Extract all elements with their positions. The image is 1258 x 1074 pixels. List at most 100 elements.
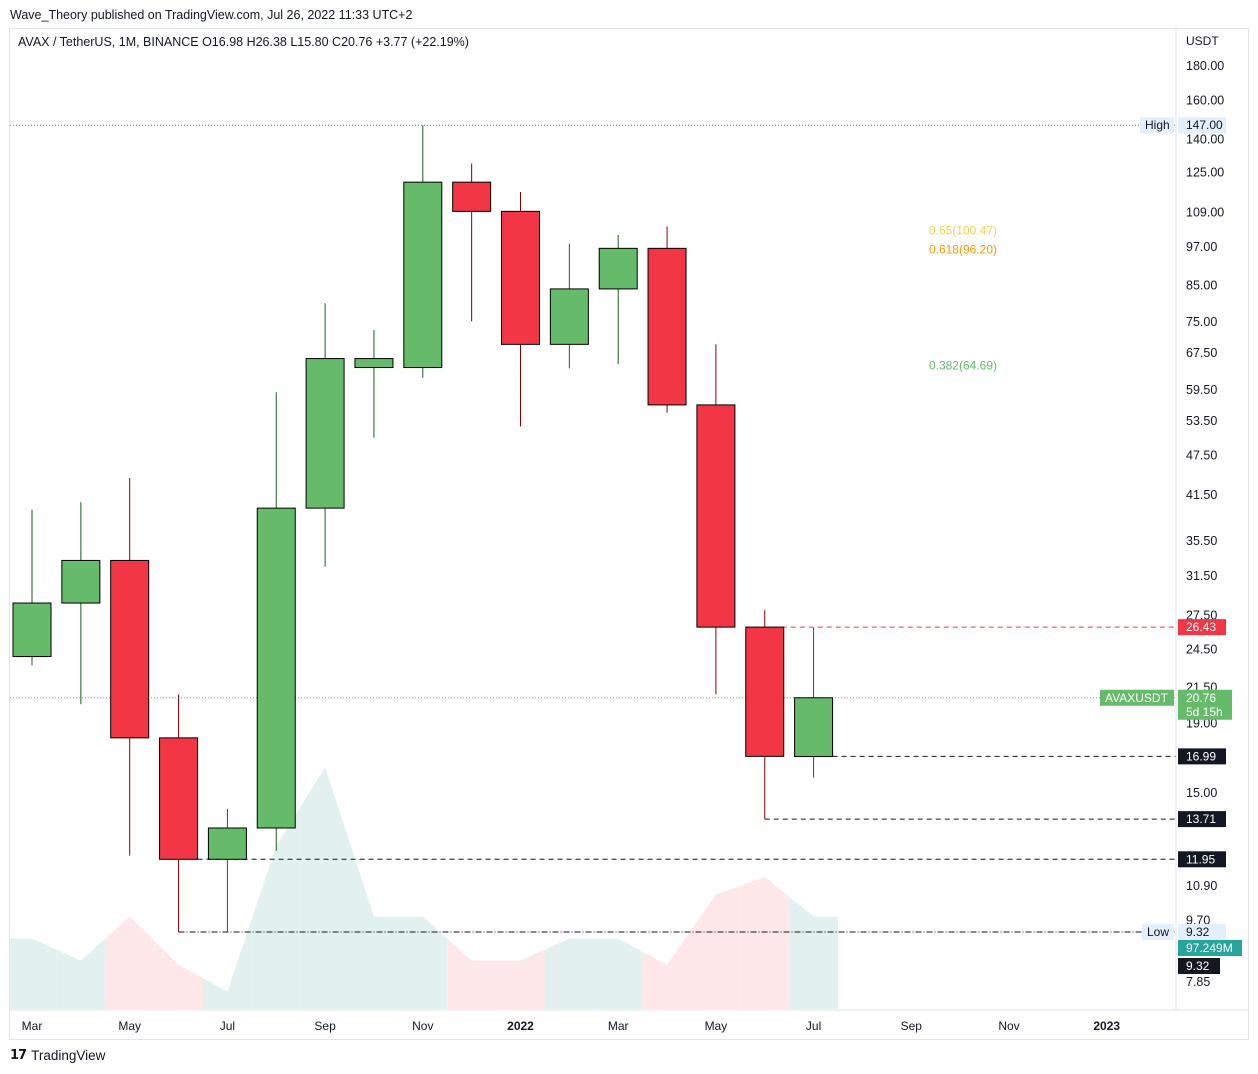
high-tag: High xyxy=(1145,118,1170,132)
x-tick-label: Mar xyxy=(608,1019,629,1033)
candle xyxy=(256,392,296,851)
y-tick-label: 15.00 xyxy=(1186,786,1217,800)
tradingview-logo[interactable]: 17 TradingView xyxy=(10,1048,105,1063)
fib-label: 0.65(100.47) xyxy=(929,224,997,238)
candle xyxy=(696,344,736,695)
candle xyxy=(12,509,52,666)
currency-label: USDT xyxy=(1186,34,1219,48)
y-tick-label: 47.50 xyxy=(1186,449,1217,463)
x-tick-label: Mar xyxy=(22,1019,43,1033)
volume-segment xyxy=(349,841,399,1009)
y-tick-label: 24.50 xyxy=(1186,642,1217,656)
horizontal-levels xyxy=(10,124,1176,933)
volume-segment xyxy=(202,918,252,1009)
axis-badges: 147.00 High 26.43 16.99 13.71 11.95 9.32 Low 20.… xyxy=(1100,117,1242,974)
time-axis: Mar May Jul Sep Nov 2022 Mar May Jul Sep Nov 2023 xyxy=(22,1019,1121,1033)
level-price-badge-bg xyxy=(1178,619,1226,636)
volume-segment xyxy=(10,938,57,1009)
symbol-tag-bg xyxy=(1100,689,1174,706)
volume-value-badge-bg xyxy=(1178,958,1220,974)
y-tick-label: 97.00 xyxy=(1186,240,1217,254)
y-tick-label: 53.50 xyxy=(1186,414,1217,428)
candle-body xyxy=(110,559,150,739)
tradingview-logo-icon: 17 xyxy=(10,1048,27,1063)
volume-segment xyxy=(593,938,643,1009)
candle-body xyxy=(354,358,394,369)
volume-segment xyxy=(544,938,594,1009)
candle xyxy=(794,627,834,778)
y-tick-label: 109.00 xyxy=(1186,206,1224,220)
level-price-badge-bg xyxy=(1178,851,1226,868)
candle-body xyxy=(647,247,687,406)
candle-body xyxy=(159,737,199,860)
volume-badge: 97.249M xyxy=(1186,941,1233,955)
candle xyxy=(501,191,540,427)
last-price-badge-bg xyxy=(1178,689,1232,720)
low-price-badge: 9.32 xyxy=(1186,925,1210,939)
brand-text: TradingView xyxy=(31,1048,106,1063)
x-tick-label: 2023 xyxy=(1093,1019,1120,1033)
candle-body xyxy=(745,626,785,757)
countdown-badge: 5d 15h xyxy=(1186,705,1223,719)
high-price-badge-bg xyxy=(1178,117,1226,134)
candle-body xyxy=(549,288,589,345)
level-price-badge: 26.43 xyxy=(1186,620,1216,634)
x-tick-label: May xyxy=(705,1019,728,1033)
chart-frame xyxy=(9,28,1249,1040)
candle xyxy=(647,226,687,413)
low-price-badge-bg xyxy=(1178,924,1226,940)
volume-segment xyxy=(105,916,155,1009)
volume-badge-bg xyxy=(1178,940,1242,956)
candle-body xyxy=(452,181,492,212)
candle-body xyxy=(696,404,736,628)
volume-segment xyxy=(642,929,692,1009)
level-price-badge: 11.95 xyxy=(1186,852,1215,866)
y-tick-label: 59.50 xyxy=(1186,383,1217,397)
y-tick-label: 140.00 xyxy=(1186,133,1224,147)
y-tick-label: 35.50 xyxy=(1186,534,1217,548)
volume-segment xyxy=(251,806,301,1009)
candle-body xyxy=(256,507,296,829)
volume-segment xyxy=(447,938,497,1009)
low-tag-bg xyxy=(1142,924,1174,940)
volume-segment xyxy=(789,896,839,1009)
candle xyxy=(159,694,199,932)
candle xyxy=(61,502,101,705)
candle xyxy=(305,303,345,567)
candles xyxy=(12,125,834,932)
x-tick-label: 2022 xyxy=(507,1019,534,1033)
level-price-badge: 13.71 xyxy=(1186,812,1216,826)
high-price-badge: 147.00 xyxy=(1186,118,1223,132)
volume-segment xyxy=(300,767,350,1009)
y-tick-label: 75.00 xyxy=(1186,315,1217,329)
level-price-badge-bg xyxy=(1178,811,1226,828)
y-tick-label: 41.50 xyxy=(1186,488,1217,502)
symbol-legend: AVAX / TetherUS, 1M, BINANCE O16.98 H26.… xyxy=(18,35,469,49)
candle xyxy=(745,610,785,820)
x-tick-label: Nov xyxy=(412,1019,433,1033)
candle-body xyxy=(794,697,834,758)
x-tick-label: May xyxy=(118,1019,141,1033)
candle xyxy=(452,163,492,322)
x-tick-label: Sep xyxy=(314,1019,336,1033)
y-tick-label: 67.50 xyxy=(1186,346,1217,360)
candle xyxy=(403,125,443,378)
level-price-badge-bg xyxy=(1178,748,1226,765)
volume-segment xyxy=(496,949,545,1009)
last-price-badge: 20.76 xyxy=(1186,691,1216,705)
candle-body xyxy=(598,247,638,290)
x-tick-label: Jul xyxy=(806,1019,821,1033)
volume-area xyxy=(10,767,839,1009)
volume-segment xyxy=(691,885,741,1009)
y-tick-label: 31.50 xyxy=(1186,569,1217,583)
volume-segment xyxy=(154,940,203,1009)
candle xyxy=(354,329,394,438)
low-tag: Low xyxy=(1147,925,1169,939)
y-tick-label: 160.00 xyxy=(1186,93,1224,107)
x-tick-label: Sep xyxy=(901,1019,923,1033)
candle-body xyxy=(501,210,540,345)
fib-label: 0.382(64.69) xyxy=(929,358,997,372)
y-tick-label: 10.90 xyxy=(1186,879,1217,893)
y-tick-label: 9.70 xyxy=(1186,913,1210,927)
